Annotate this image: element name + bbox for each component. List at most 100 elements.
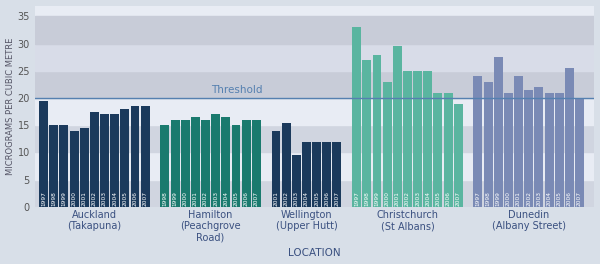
Bar xyxy=(201,120,210,207)
Bar xyxy=(39,101,48,207)
Text: 2007: 2007 xyxy=(456,191,461,206)
Bar xyxy=(352,27,361,207)
Bar xyxy=(110,114,119,207)
Bar xyxy=(49,125,58,207)
Bar xyxy=(272,131,280,207)
Text: 2003: 2003 xyxy=(294,191,299,206)
Text: 2003: 2003 xyxy=(536,191,541,206)
Bar xyxy=(35,71,595,98)
Bar xyxy=(454,103,463,207)
Bar xyxy=(70,131,79,207)
X-axis label: LOCATION: LOCATION xyxy=(288,248,341,258)
Bar xyxy=(252,120,261,207)
Text: 2005: 2005 xyxy=(314,191,319,206)
Text: 2004: 2004 xyxy=(112,191,117,206)
Bar xyxy=(100,114,109,207)
Bar xyxy=(140,106,149,207)
Bar xyxy=(221,117,230,207)
Y-axis label: MICROGRAMS PER CUBIC METRE: MICROGRAMS PER CUBIC METRE xyxy=(5,37,14,175)
Text: 2005: 2005 xyxy=(233,191,238,206)
Text: 2006: 2006 xyxy=(567,191,572,206)
Bar xyxy=(393,46,402,207)
Text: 2005: 2005 xyxy=(436,191,440,206)
Text: 2003: 2003 xyxy=(102,191,107,206)
Bar xyxy=(555,93,563,207)
Bar xyxy=(545,93,554,207)
Bar xyxy=(292,155,301,207)
Bar xyxy=(322,142,331,207)
Bar xyxy=(443,93,452,207)
Bar xyxy=(423,71,432,207)
Text: 2000: 2000 xyxy=(71,191,77,206)
Text: 2000: 2000 xyxy=(182,191,188,206)
Text: 2003: 2003 xyxy=(415,191,420,206)
Text: 2007: 2007 xyxy=(143,191,148,206)
Text: 2003: 2003 xyxy=(213,191,218,206)
Bar xyxy=(504,93,513,207)
Text: 2007: 2007 xyxy=(577,191,582,206)
Text: 1997: 1997 xyxy=(354,191,359,206)
Bar xyxy=(80,128,89,207)
Bar xyxy=(242,120,251,207)
Text: 1999: 1999 xyxy=(173,191,178,206)
Text: 2007: 2007 xyxy=(334,191,340,206)
Text: 2006: 2006 xyxy=(446,191,451,206)
Text: 2002: 2002 xyxy=(284,191,289,206)
Text: 2006: 2006 xyxy=(244,191,248,206)
Text: 2006: 2006 xyxy=(324,191,329,206)
Bar xyxy=(281,122,290,207)
Text: Threshold: Threshold xyxy=(211,85,262,95)
Text: 1997: 1997 xyxy=(41,191,46,206)
Text: 2000: 2000 xyxy=(385,191,389,206)
Bar xyxy=(35,125,595,153)
Text: 2005: 2005 xyxy=(557,191,562,206)
Bar xyxy=(302,142,311,207)
Bar xyxy=(362,60,371,207)
Text: 1999: 1999 xyxy=(496,191,501,206)
Bar xyxy=(514,76,523,207)
Bar xyxy=(35,44,595,71)
Bar xyxy=(232,125,241,207)
Bar xyxy=(131,106,139,207)
Bar xyxy=(35,153,595,180)
Bar xyxy=(312,142,321,207)
Text: 2006: 2006 xyxy=(133,191,137,206)
Text: 2001: 2001 xyxy=(395,191,400,206)
Text: 2001: 2001 xyxy=(193,191,198,206)
Text: 2002: 2002 xyxy=(405,191,410,206)
Text: 2004: 2004 xyxy=(304,191,309,206)
Text: 1998: 1998 xyxy=(51,191,56,206)
Text: 2004: 2004 xyxy=(547,191,551,206)
Bar xyxy=(211,114,220,207)
Text: 2005: 2005 xyxy=(122,191,127,206)
Bar xyxy=(191,117,200,207)
Text: 2004: 2004 xyxy=(223,191,229,206)
Bar xyxy=(160,125,169,207)
Text: 1999: 1999 xyxy=(61,191,67,206)
Text: 2000: 2000 xyxy=(506,191,511,206)
Text: 2002: 2002 xyxy=(203,191,208,206)
Bar xyxy=(170,120,179,207)
Text: 1998: 1998 xyxy=(163,191,167,206)
Bar xyxy=(524,90,533,207)
Bar xyxy=(383,82,392,207)
Bar xyxy=(59,125,68,207)
Bar xyxy=(413,71,422,207)
Bar xyxy=(332,142,341,207)
Text: 1998: 1998 xyxy=(364,191,370,206)
Bar xyxy=(403,71,412,207)
Bar xyxy=(473,76,482,207)
Bar xyxy=(35,16,595,44)
Bar xyxy=(181,120,190,207)
Text: 2001: 2001 xyxy=(82,191,87,206)
Text: 2002: 2002 xyxy=(92,191,97,206)
Bar xyxy=(35,98,595,125)
Bar xyxy=(90,112,99,207)
Text: 2004: 2004 xyxy=(425,191,430,206)
Bar xyxy=(35,180,595,207)
Text: 1998: 1998 xyxy=(485,191,491,206)
Text: 1999: 1999 xyxy=(374,191,379,206)
Bar xyxy=(535,87,544,207)
Text: 2007: 2007 xyxy=(254,191,259,206)
Text: 1997: 1997 xyxy=(475,191,481,206)
